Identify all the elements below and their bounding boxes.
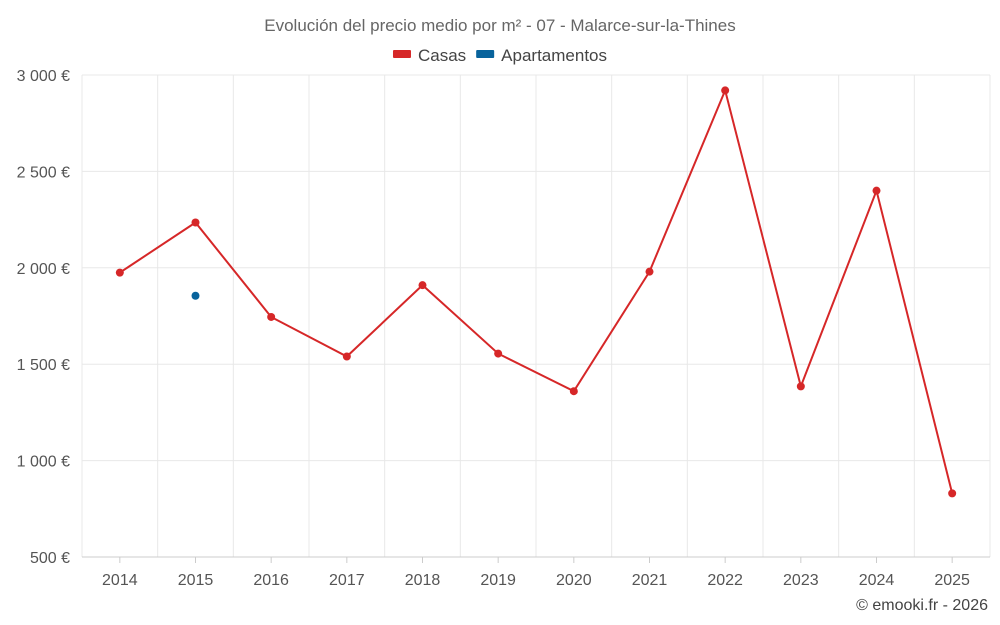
x-tick-label: 2021 [632,572,668,589]
x-tick-label: 2019 [480,572,516,589]
x-axis: 2014 2015 2016 2017 2018 2019 2020 2021 2022 2023… [102,557,970,589]
x-tick-label: 2020 [556,572,592,589]
x-tick-label: 2015 [178,572,214,589]
data-point-casas[interactable] [645,267,654,276]
y-axis: 500 € 1 000 € 1 500 € 2 000 € 2 500 € 3 000 € [17,68,70,567]
data-point-apartamentos[interactable] [191,291,200,300]
y-tick-label: 1 000 € [17,454,70,471]
y-tick-label: 3 000 € [17,68,70,85]
data-point-casas[interactable] [948,489,957,498]
data-point-casas[interactable] [721,86,730,95]
x-tick-label: 2025 [934,572,970,589]
grid [81,74,991,558]
x-tick-label: 2016 [253,572,289,589]
x-tick-label: 2023 [783,572,819,589]
data-point-casas[interactable] [569,387,578,396]
credit-text: © emooki.fr - 2026 [856,597,988,614]
x-tick-label: 2018 [405,572,441,589]
data-point-casas[interactable] [191,218,200,227]
y-tick-label: 1 500 € [17,357,70,374]
chart-title: Evolución del precio medio por m² - 07 -… [264,16,735,35]
legend-label: Apartamentos [501,46,607,65]
legend-label: Casas [418,46,466,65]
legend: Casas Apartamentos [392,46,607,65]
data-point-casas[interactable] [494,349,503,358]
legend-item-apartamentos[interactable]: Apartamentos [476,46,607,65]
y-tick-label: 2 000 € [17,261,70,278]
x-tick-label: 2024 [859,572,895,589]
data-point-casas[interactable] [872,186,881,195]
data-point-casas[interactable] [796,382,805,391]
data-point-casas[interactable] [267,312,276,321]
x-tick-label: 2017 [329,572,365,589]
legend-swatch [476,50,495,58]
legend-swatch [392,50,411,58]
data-point-casas[interactable] [418,281,427,290]
x-tick-label: 2014 [102,572,138,589]
legend-item-casas[interactable]: Casas [392,46,466,65]
y-tick-label: 500 € [30,550,70,567]
data-point-casas[interactable] [342,352,351,361]
y-tick-label: 2 500 € [17,164,70,181]
plot-area [115,86,957,498]
series-line-casas [119,87,954,494]
data-point-casas[interactable] [115,268,124,277]
x-tick-label: 2022 [707,572,743,589]
